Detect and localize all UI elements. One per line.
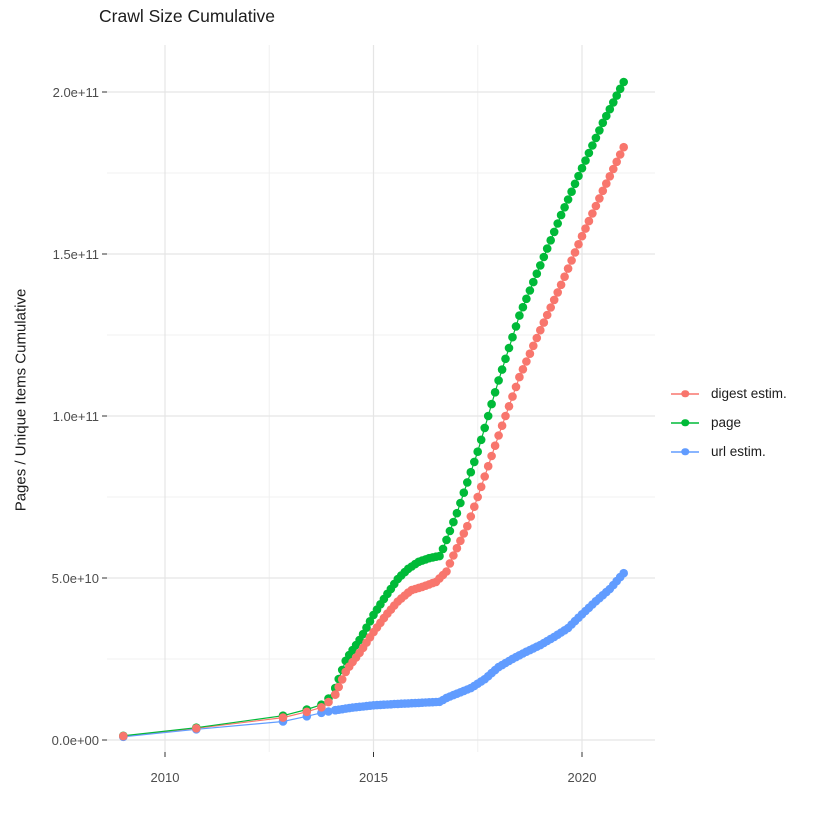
y-tick-label: 5.0e+10 — [51, 570, 99, 586]
chart-title: Crawl Size Cumulative — [99, 6, 276, 26]
legend-dot-icon — [681, 389, 689, 398]
series-points-url-estim- — [119, 568, 628, 742]
legend-key-url-estim — [671, 447, 699, 457]
series-points-digest-estim- — [119, 142, 628, 741]
y-tick-label: 2.0e+11 — [52, 84, 99, 100]
legend-dot-icon — [681, 447, 689, 456]
legend-label: url estim. — [711, 444, 766, 459]
legend-key-digest-estim — [671, 389, 699, 399]
legend-dot-icon — [681, 418, 689, 427]
legend-item-page: page — [671, 408, 787, 437]
legend-item-url-estim: url estim. — [671, 437, 787, 466]
x-tick-label: 2020 — [567, 770, 597, 785]
x-tick-label: 2015 — [359, 770, 388, 785]
legend: digest estim. page url estim. — [671, 379, 787, 466]
y-tick-label: 1.5e+11 — [52, 246, 99, 262]
legend-item-digest-estim: digest estim. — [671, 379, 787, 408]
legend-key-page — [671, 418, 699, 428]
y-axis-title: Pages / Unique Items Cumulative — [12, 288, 30, 512]
legend-label: digest estim. — [711, 386, 787, 401]
y-tick-label: 1.0e+11 — [52, 408, 99, 424]
y-tick-label: 0.0e+00 — [51, 732, 99, 748]
x-tick-label: 2010 — [150, 770, 180, 785]
legend-label: page — [711, 415, 742, 430]
